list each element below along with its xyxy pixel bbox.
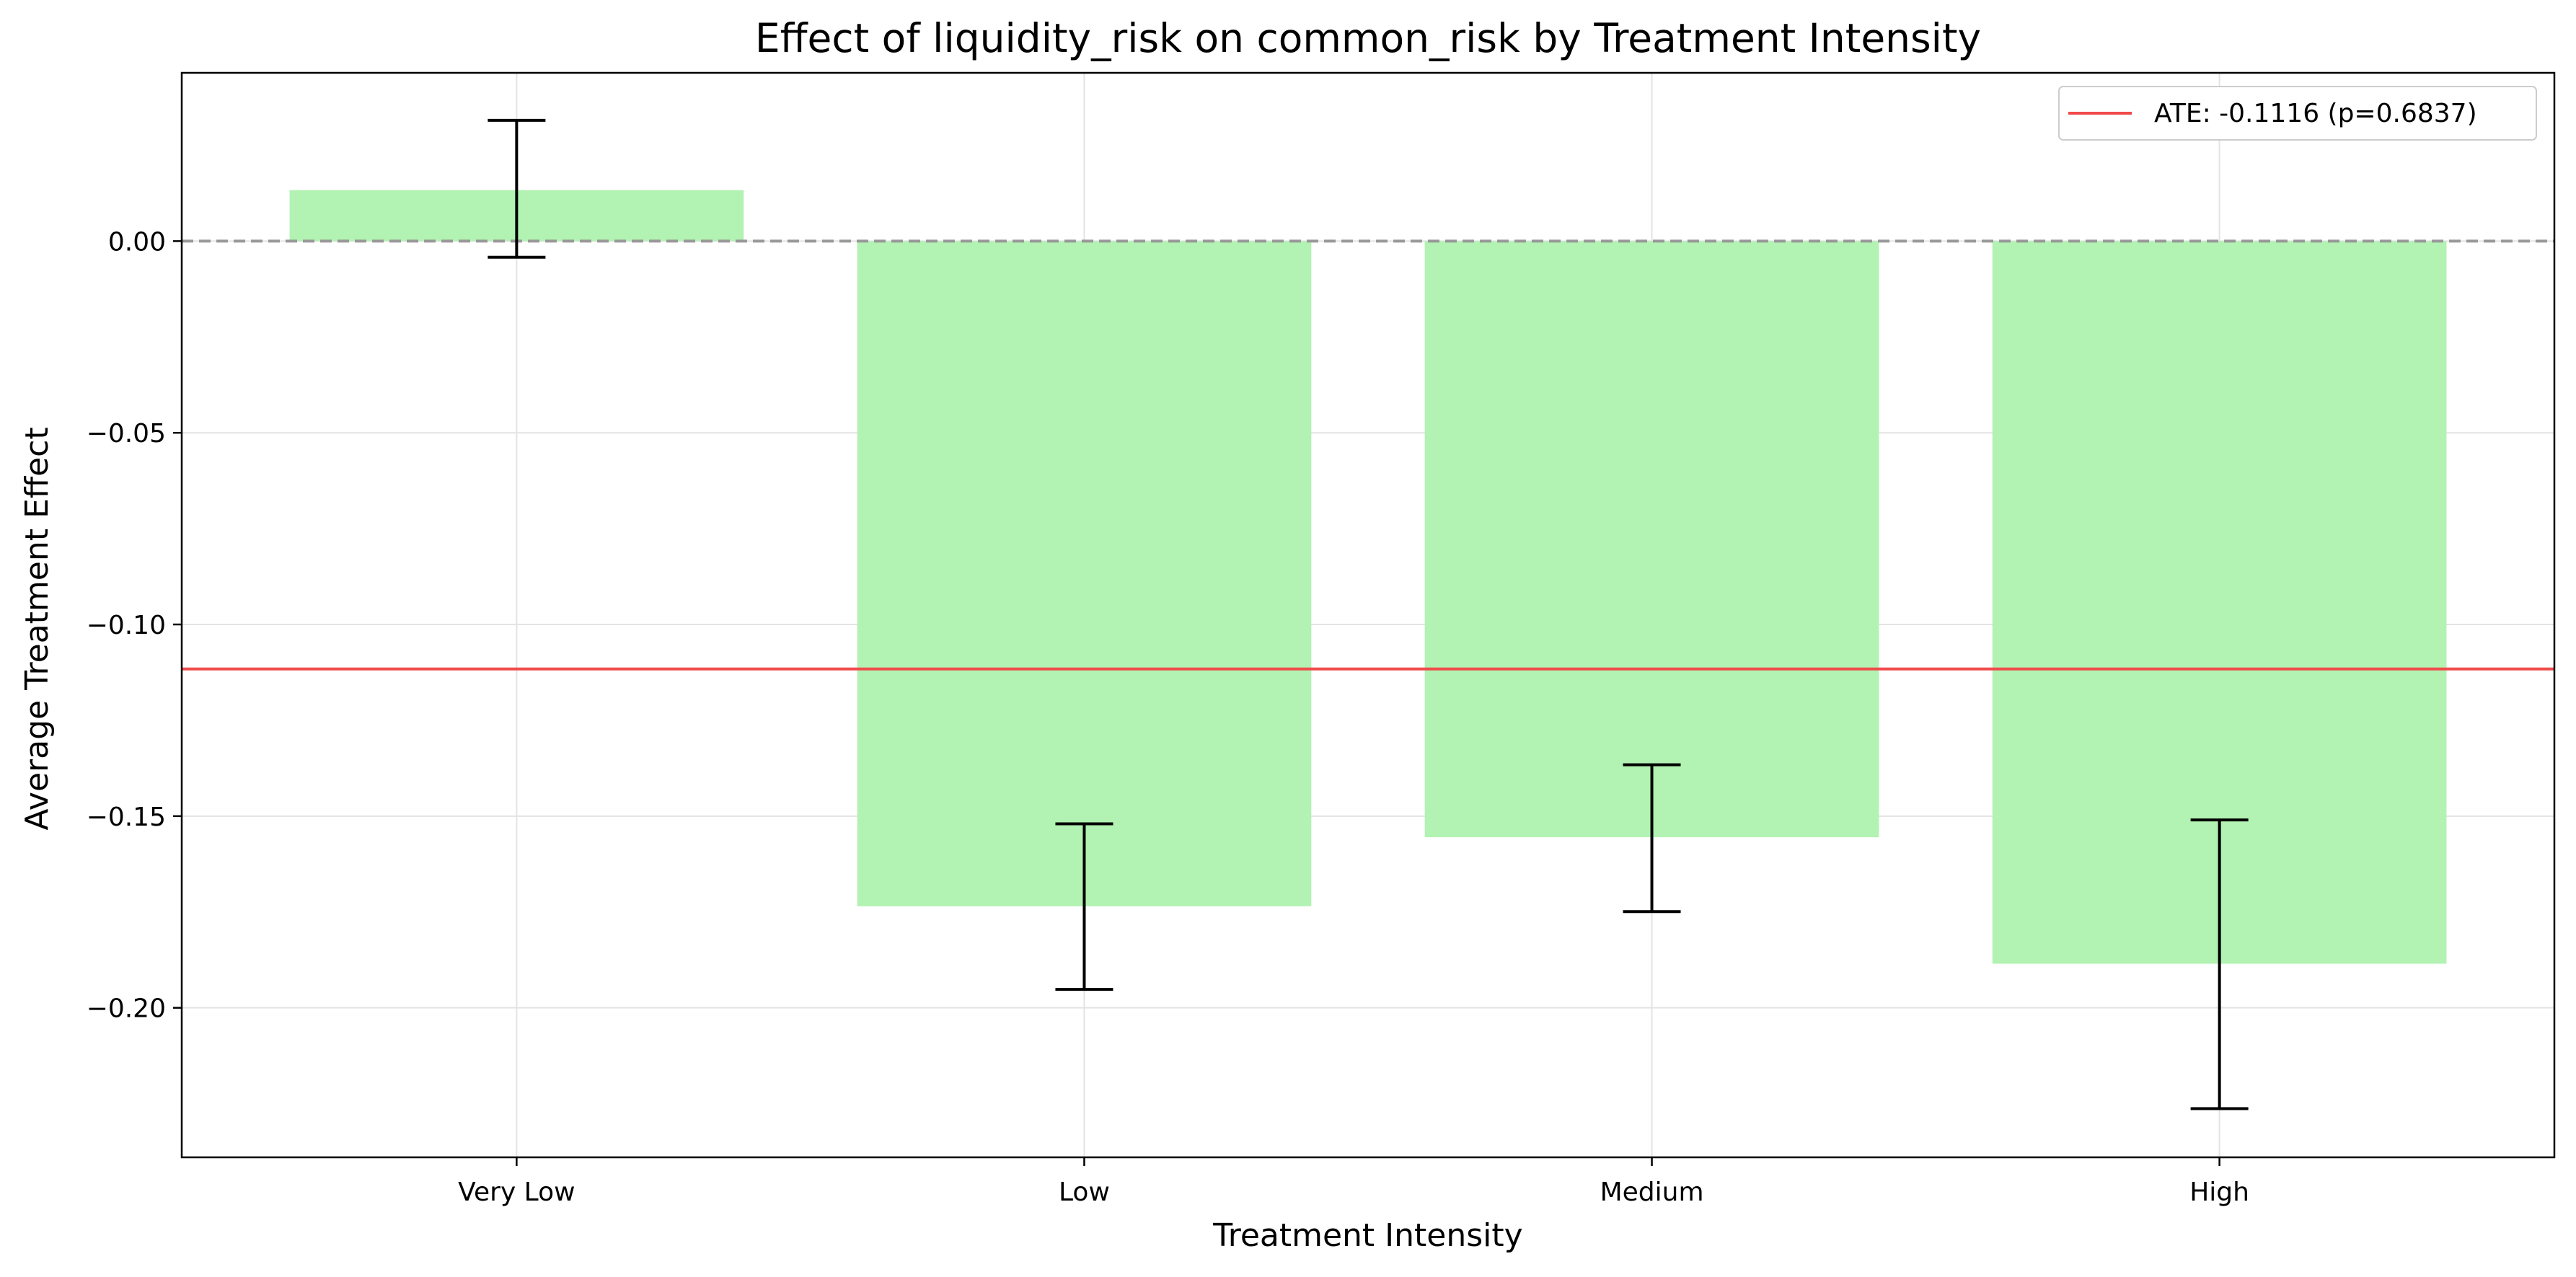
error-bars xyxy=(488,118,2249,1110)
y-axis: 0.00 −0.05 −0.10 −0.15 −0.20 xyxy=(87,227,182,1024)
legend: ATE: -0.1116 (p=0.6837) xyxy=(2058,86,2537,141)
y-tick-label: −0.10 xyxy=(87,611,166,640)
error-bar xyxy=(488,118,546,259)
error-bar xyxy=(1055,822,1113,991)
error-bar xyxy=(2190,818,2249,1110)
legend-ate-label: ATE: -0.1116 (p=0.6837) xyxy=(2154,99,2477,128)
plot-frame xyxy=(180,71,2556,1159)
legend-box xyxy=(2058,86,2537,141)
error-bar xyxy=(1623,763,1681,914)
x-tick-label: Medium xyxy=(1600,1177,1704,1207)
y-tick-label: 0.00 xyxy=(108,227,166,257)
bar xyxy=(1424,241,1879,838)
y-tick-label: −0.05 xyxy=(87,419,166,449)
y-axis-title: Average Treatment Effect xyxy=(19,427,56,830)
bar xyxy=(857,241,1312,906)
x-tick-label: Low xyxy=(1059,1177,1110,1207)
y-tick-label: −0.20 xyxy=(87,994,166,1024)
y-tick-label: −0.15 xyxy=(87,803,166,832)
x-tick-label: High xyxy=(2189,1177,2249,1207)
reference-lines xyxy=(182,239,2554,671)
x-axis-title: Treatment Intensity xyxy=(1212,1217,1522,1254)
x-axis: Very Low Low Medium High xyxy=(458,1157,2249,1207)
chart-title: Effect of liquidity_risk on common_risk … xyxy=(755,15,1981,61)
x-tick-label: Very Low xyxy=(458,1177,575,1207)
